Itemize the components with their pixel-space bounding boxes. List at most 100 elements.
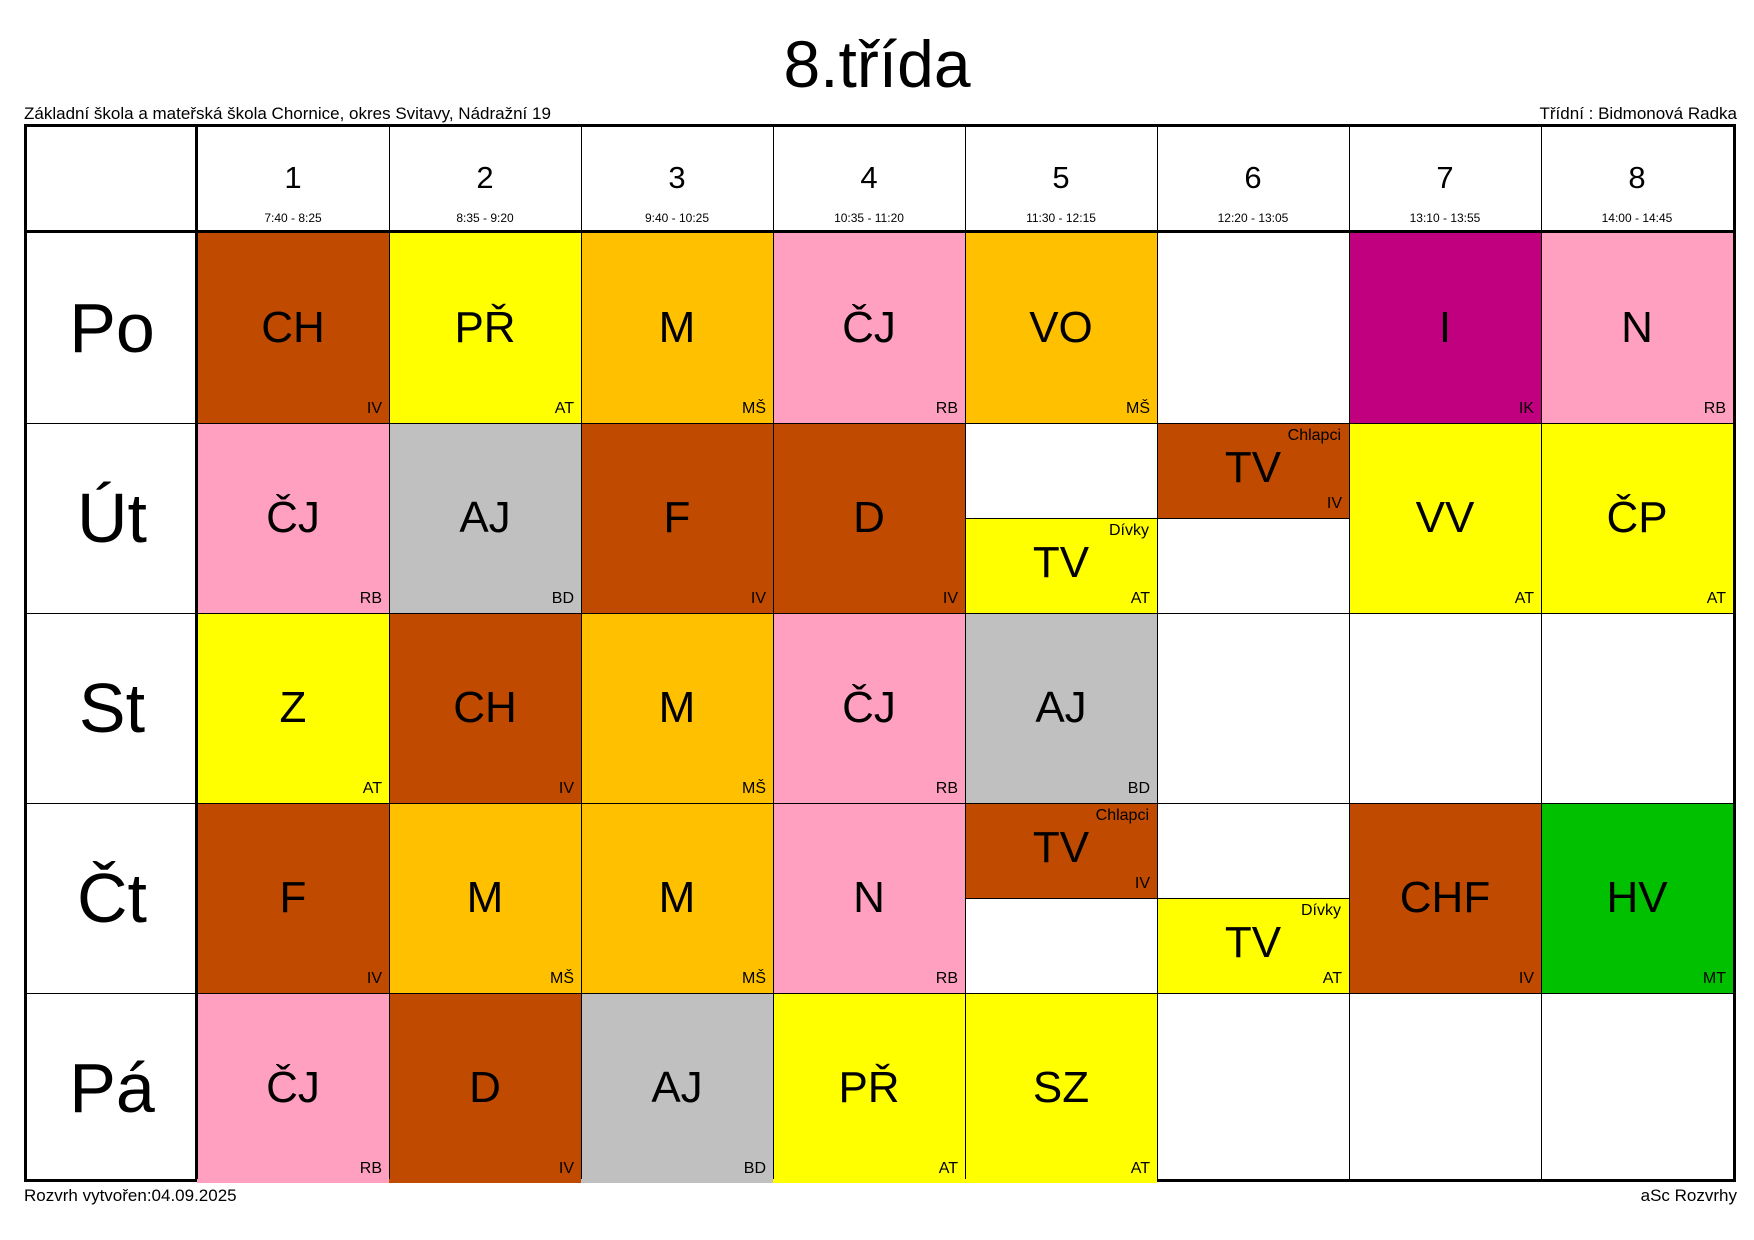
lesson-teacher: IV xyxy=(558,780,574,797)
period-time: 14:00 - 14:45 xyxy=(1601,211,1673,225)
lesson-teacher: MŠ xyxy=(742,400,766,417)
lesson-teacher: IV xyxy=(366,970,382,987)
period-time: 8:35 - 9:20 xyxy=(456,211,514,225)
lesson-cell: AJ BD xyxy=(965,613,1157,803)
lesson-cell: ČJ RB xyxy=(197,993,389,1183)
lesson-teacher: RB xyxy=(1703,400,1726,417)
day-label: Čt xyxy=(77,859,147,937)
lesson-cell: TV IV Chlapci xyxy=(1157,423,1349,518)
lesson-teacher: BD xyxy=(743,1160,766,1177)
period-header: 7 13:10 - 13:55 xyxy=(1349,127,1541,230)
created-date: Rozvrh vytvořen:04.09.2025 xyxy=(24,1186,237,1205)
period-time: 13:10 - 13:55 xyxy=(1409,211,1481,225)
lesson-subject: ČJ xyxy=(842,303,896,352)
period-number: 8 xyxy=(1628,160,1646,195)
lesson-subject: CHF xyxy=(1399,873,1491,922)
lesson-teacher: MT xyxy=(1702,970,1726,987)
lesson-subject: PŘ xyxy=(838,1063,900,1112)
lesson-subject: ČJ xyxy=(266,493,320,542)
lesson-subject: D xyxy=(853,493,885,542)
lesson-teacher: AT xyxy=(554,400,574,417)
period-number: 1 xyxy=(284,160,302,195)
lesson-teacher: AT xyxy=(1322,970,1342,987)
lesson-cell: VV AT xyxy=(1349,423,1541,613)
lesson-teacher: MŠ xyxy=(550,970,574,987)
lesson-cell: D IV xyxy=(773,423,965,613)
lesson-teacher: RB xyxy=(935,780,958,797)
lesson-teacher: IV xyxy=(942,590,958,607)
lesson-cell: AJ BD xyxy=(581,993,773,1183)
day-label: Pá xyxy=(69,1049,155,1127)
lesson-teacher: MŠ xyxy=(742,970,766,987)
grid-line xyxy=(27,803,1733,804)
lesson-teacher: RB xyxy=(935,970,958,987)
lesson-subject: TV xyxy=(1224,917,1282,967)
lesson-cell: ČJ RB xyxy=(197,423,389,613)
period-number: 5 xyxy=(1052,160,1070,195)
lesson-cell: TV AT Dívky xyxy=(965,518,1157,613)
lesson-subject: SZ xyxy=(1032,1063,1090,1112)
lesson-subject: D xyxy=(469,1063,501,1112)
lesson-cell: M MŠ xyxy=(581,613,773,803)
lesson-subject: N xyxy=(1621,303,1653,352)
lesson-subject: F xyxy=(663,493,691,542)
lesson-subject: TV xyxy=(1032,822,1090,872)
grid-line xyxy=(27,993,1733,994)
lesson-subject: Z xyxy=(279,683,307,732)
lesson-cell: PŘ AT xyxy=(389,233,581,423)
lesson-cell: CH IV xyxy=(389,613,581,803)
period-time: 10:35 - 11:20 xyxy=(834,211,904,225)
day-label: Po xyxy=(69,289,155,367)
lesson-teacher: MŠ xyxy=(742,780,766,797)
grid-line xyxy=(389,127,390,1179)
lesson-teacher: RB xyxy=(935,400,958,417)
lesson-subject: HV xyxy=(1606,873,1668,922)
grid-line xyxy=(1157,127,1158,1179)
lesson-teacher: BD xyxy=(551,590,574,607)
grid-line xyxy=(773,127,774,1179)
lesson-subject: AJ xyxy=(459,493,511,542)
lesson-subject: N xyxy=(853,873,885,922)
lesson-subject: M xyxy=(658,873,696,922)
lesson-teacher: IV xyxy=(558,1160,574,1177)
lesson-cell: AJ BD xyxy=(389,423,581,613)
period-header: 2 8:35 - 9:20 xyxy=(389,127,581,230)
lesson-cell: ČP AT xyxy=(1541,423,1733,613)
lesson-subject: ČP xyxy=(1606,493,1668,542)
lesson-cell: D IV xyxy=(389,993,581,1183)
lesson-group: Chlapci xyxy=(1287,427,1341,444)
lesson-teacher: AT xyxy=(1514,590,1534,607)
lesson-subject: AJ xyxy=(1035,683,1087,732)
period-time: 11:30 - 12:15 xyxy=(1026,211,1096,225)
lesson-subject: AJ xyxy=(651,1063,703,1112)
lesson-subject: VO xyxy=(1029,303,1093,352)
lesson-teacher: RB xyxy=(359,590,382,607)
lesson-teacher: AT xyxy=(1130,1160,1150,1177)
lesson-teacher: BD xyxy=(1127,780,1150,797)
lesson-teacher: AT xyxy=(362,780,382,797)
lesson-teacher: IV xyxy=(1518,970,1534,987)
period-number: 7 xyxy=(1436,160,1454,195)
lesson-subject: CH xyxy=(261,303,325,352)
school-name: Základní škola a mateřská škola Chornice… xyxy=(24,104,551,123)
timetable-grid: CH IV PŘ AT M MŠ ČJ RB VO MŠ I IK N RB ČJ RB AJ BD F IV D IV T… xyxy=(24,124,1736,1183)
period-time: 7:40 - 8:25 xyxy=(264,211,322,225)
lesson-cell: ČJ RB xyxy=(773,613,965,803)
lesson-teacher: AT xyxy=(1706,590,1726,607)
period-header: 4 10:35 - 11:20 xyxy=(773,127,965,230)
lesson-teacher: IV xyxy=(1326,495,1342,512)
lesson-group: Chlapci xyxy=(1095,807,1149,824)
period-header: 1 7:40 - 8:25 xyxy=(197,127,389,230)
lesson-subject: TV xyxy=(1032,537,1090,587)
lesson-cell: Z AT xyxy=(197,613,389,803)
period-header: 8 14:00 - 14:45 xyxy=(1541,127,1733,230)
period-header: 3 9:40 - 10:25 xyxy=(581,127,773,230)
grid-line xyxy=(965,898,1157,899)
lesson-cell: TV AT Dívky xyxy=(1157,898,1349,993)
lesson-cell: M MŠ xyxy=(389,803,581,993)
period-header: 6 12:20 - 13:05 xyxy=(1157,127,1349,230)
lesson-subject: ČJ xyxy=(842,683,896,732)
period-number: 3 xyxy=(668,160,686,195)
lesson-subject: M xyxy=(466,873,504,922)
lesson-cell: HV MT xyxy=(1541,803,1733,993)
